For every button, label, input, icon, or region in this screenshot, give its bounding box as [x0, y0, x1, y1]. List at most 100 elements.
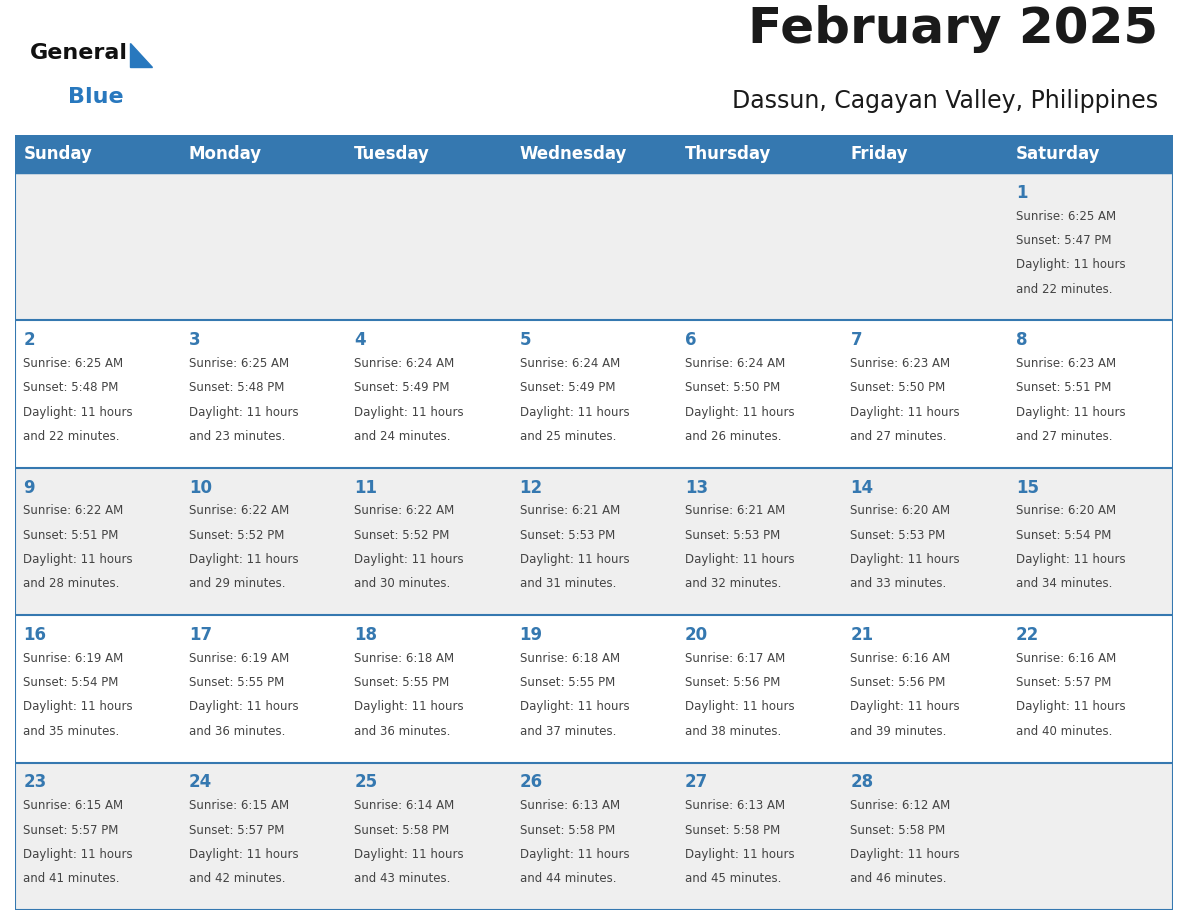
- Text: and 27 minutes.: and 27 minutes.: [1016, 430, 1112, 443]
- Text: Blue: Blue: [68, 87, 124, 107]
- Text: Sunrise: 6:21 AM: Sunrise: 6:21 AM: [685, 504, 785, 518]
- Text: Daylight: 11 hours: Daylight: 11 hours: [519, 553, 630, 566]
- Text: 2: 2: [24, 331, 34, 349]
- Text: and 27 minutes.: and 27 minutes.: [851, 430, 947, 443]
- Text: and 36 minutes.: and 36 minutes.: [189, 725, 285, 738]
- Text: 26: 26: [519, 774, 543, 791]
- Text: Sunset: 5:47 PM: Sunset: 5:47 PM: [1016, 234, 1111, 247]
- Text: Daylight: 11 hours: Daylight: 11 hours: [24, 406, 133, 419]
- Bar: [15, 615, 1173, 763]
- Text: 6: 6: [685, 331, 696, 349]
- Text: Sunrise: 6:17 AM: Sunrise: 6:17 AM: [685, 652, 785, 665]
- Text: and 45 minutes.: and 45 minutes.: [685, 872, 782, 885]
- Text: Sunset: 5:50 PM: Sunset: 5:50 PM: [851, 381, 946, 395]
- Text: Sunset: 5:57 PM: Sunset: 5:57 PM: [24, 823, 119, 836]
- Text: and 25 minutes.: and 25 minutes.: [519, 430, 615, 443]
- Text: Daylight: 11 hours: Daylight: 11 hours: [189, 553, 298, 566]
- Text: 25: 25: [354, 774, 378, 791]
- Text: and 33 minutes.: and 33 minutes.: [851, 577, 947, 590]
- Text: 27: 27: [685, 774, 708, 791]
- Text: Daylight: 11 hours: Daylight: 11 hours: [851, 553, 960, 566]
- Text: Sunset: 5:49 PM: Sunset: 5:49 PM: [354, 381, 449, 395]
- Bar: [15, 468, 1173, 615]
- Text: Daylight: 11 hours: Daylight: 11 hours: [685, 848, 795, 861]
- Text: Sunrise: 6:24 AM: Sunrise: 6:24 AM: [685, 357, 785, 370]
- Text: 13: 13: [685, 478, 708, 497]
- Text: Daylight: 11 hours: Daylight: 11 hours: [1016, 553, 1125, 566]
- Text: Sunset: 5:51 PM: Sunset: 5:51 PM: [24, 529, 119, 542]
- Text: Sunrise: 6:18 AM: Sunrise: 6:18 AM: [354, 652, 454, 665]
- Text: Sunset: 5:58 PM: Sunset: 5:58 PM: [685, 823, 781, 836]
- Text: and 42 minutes.: and 42 minutes.: [189, 872, 285, 885]
- Text: Daylight: 11 hours: Daylight: 11 hours: [1016, 406, 1125, 419]
- Text: Sunset: 5:58 PM: Sunset: 5:58 PM: [519, 823, 615, 836]
- Text: Sunset: 5:52 PM: Sunset: 5:52 PM: [189, 529, 284, 542]
- Text: and 22 minutes.: and 22 minutes.: [1016, 283, 1112, 296]
- Text: Daylight: 11 hours: Daylight: 11 hours: [354, 406, 463, 419]
- Text: Sunset: 5:53 PM: Sunset: 5:53 PM: [851, 529, 946, 542]
- Text: Sunset: 5:54 PM: Sunset: 5:54 PM: [24, 677, 119, 689]
- Text: Sunday: Sunday: [24, 145, 93, 163]
- Text: and 36 minutes.: and 36 minutes.: [354, 725, 450, 738]
- Text: Sunset: 5:48 PM: Sunset: 5:48 PM: [24, 381, 119, 395]
- Polygon shape: [129, 43, 152, 67]
- Text: Daylight: 11 hours: Daylight: 11 hours: [354, 700, 463, 713]
- Text: Sunrise: 6:13 AM: Sunrise: 6:13 AM: [685, 800, 785, 812]
- Text: Sunset: 5:49 PM: Sunset: 5:49 PM: [519, 381, 615, 395]
- Text: Daylight: 11 hours: Daylight: 11 hours: [519, 700, 630, 713]
- Text: and 23 minutes.: and 23 minutes.: [189, 430, 285, 443]
- Text: General: General: [30, 43, 128, 63]
- Text: Daylight: 11 hours: Daylight: 11 hours: [24, 553, 133, 566]
- Text: Sunrise: 6:19 AM: Sunrise: 6:19 AM: [24, 652, 124, 665]
- Text: Daylight: 11 hours: Daylight: 11 hours: [1016, 700, 1125, 713]
- Text: Sunset: 5:48 PM: Sunset: 5:48 PM: [189, 381, 284, 395]
- Text: 1: 1: [1016, 184, 1028, 202]
- Text: 23: 23: [24, 774, 46, 791]
- Text: and 44 minutes.: and 44 minutes.: [519, 872, 617, 885]
- Text: 4: 4: [354, 331, 366, 349]
- Text: Sunset: 5:55 PM: Sunset: 5:55 PM: [354, 677, 449, 689]
- Text: 3: 3: [189, 331, 201, 349]
- Bar: [15, 135, 1173, 173]
- Text: and 30 minutes.: and 30 minutes.: [354, 577, 450, 590]
- Text: Saturday: Saturday: [1016, 145, 1100, 163]
- Text: Daylight: 11 hours: Daylight: 11 hours: [189, 700, 298, 713]
- Bar: [15, 173, 1173, 320]
- Text: Daylight: 11 hours: Daylight: 11 hours: [685, 553, 795, 566]
- Text: Daylight: 11 hours: Daylight: 11 hours: [189, 848, 298, 861]
- Text: and 40 minutes.: and 40 minutes.: [1016, 725, 1112, 738]
- Text: Sunrise: 6:20 AM: Sunrise: 6:20 AM: [1016, 504, 1116, 518]
- Text: Sunset: 5:54 PM: Sunset: 5:54 PM: [1016, 529, 1111, 542]
- Text: Sunset: 5:52 PM: Sunset: 5:52 PM: [354, 529, 449, 542]
- Text: Daylight: 11 hours: Daylight: 11 hours: [685, 406, 795, 419]
- Text: 28: 28: [851, 774, 873, 791]
- Text: 20: 20: [685, 626, 708, 644]
- Text: Sunrise: 6:24 AM: Sunrise: 6:24 AM: [519, 357, 620, 370]
- Text: 22: 22: [1016, 626, 1040, 644]
- Text: 16: 16: [24, 626, 46, 644]
- Text: Daylight: 11 hours: Daylight: 11 hours: [519, 406, 630, 419]
- Text: Sunset: 5:56 PM: Sunset: 5:56 PM: [685, 677, 781, 689]
- Text: Sunrise: 6:23 AM: Sunrise: 6:23 AM: [851, 357, 950, 370]
- Text: and 28 minutes.: and 28 minutes.: [24, 577, 120, 590]
- Text: Sunset: 5:51 PM: Sunset: 5:51 PM: [1016, 381, 1111, 395]
- Text: 18: 18: [354, 626, 377, 644]
- Text: Sunset: 5:58 PM: Sunset: 5:58 PM: [851, 823, 946, 836]
- Text: Sunrise: 6:16 AM: Sunrise: 6:16 AM: [1016, 652, 1116, 665]
- Text: Sunrise: 6:24 AM: Sunrise: 6:24 AM: [354, 357, 454, 370]
- Text: Friday: Friday: [851, 145, 908, 163]
- Text: 14: 14: [851, 478, 873, 497]
- Text: 12: 12: [519, 478, 543, 497]
- Text: Daylight: 11 hours: Daylight: 11 hours: [354, 848, 463, 861]
- Text: and 46 minutes.: and 46 minutes.: [851, 872, 947, 885]
- Text: Sunset: 5:55 PM: Sunset: 5:55 PM: [189, 677, 284, 689]
- Text: and 24 minutes.: and 24 minutes.: [354, 430, 450, 443]
- Bar: [15, 320, 1173, 468]
- Text: Wednesday: Wednesday: [519, 145, 627, 163]
- Text: Daylight: 11 hours: Daylight: 11 hours: [519, 848, 630, 861]
- Text: and 37 minutes.: and 37 minutes.: [519, 725, 615, 738]
- Text: Sunset: 5:57 PM: Sunset: 5:57 PM: [1016, 677, 1111, 689]
- Bar: [15, 763, 1173, 910]
- Text: Dassun, Cagayan Valley, Philippines: Dassun, Cagayan Valley, Philippines: [732, 89, 1158, 114]
- Text: Daylight: 11 hours: Daylight: 11 hours: [1016, 258, 1125, 272]
